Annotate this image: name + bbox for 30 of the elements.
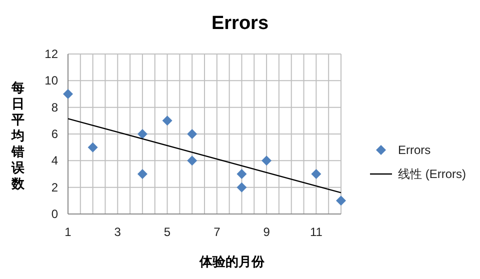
y-axis-title: 每日平均错误数 bbox=[10, 80, 26, 191]
x-tick-label: 1 bbox=[64, 225, 72, 239]
point bbox=[63, 89, 73, 99]
y-tick-label: 4 bbox=[51, 154, 58, 168]
legend-label: Errors bbox=[398, 143, 431, 157]
point bbox=[236, 169, 247, 179]
chart-title: Errors bbox=[211, 13, 269, 34]
point bbox=[262, 156, 272, 166]
point bbox=[137, 169, 148, 179]
y-tick-label: 0 bbox=[51, 207, 58, 221]
point bbox=[88, 142, 98, 152]
point bbox=[236, 182, 247, 192]
x-tick-label: 3 bbox=[114, 225, 122, 239]
y-tick-label: 6 bbox=[51, 127, 58, 141]
y-tick-label: 8 bbox=[51, 100, 58, 114]
x-tick-label: 9 bbox=[263, 225, 270, 239]
legend-label: 线性 (Errors) bbox=[398, 167, 466, 181]
point bbox=[187, 156, 198, 166]
point bbox=[137, 129, 148, 139]
point bbox=[336, 196, 346, 206]
point bbox=[311, 169, 322, 179]
y-tick-label: 2 bbox=[51, 180, 58, 194]
point bbox=[187, 129, 198, 139]
y-tick-label: 10 bbox=[44, 74, 58, 88]
x-tick-label: 7 bbox=[214, 225, 221, 239]
x-axis-title: 体验的月份 bbox=[198, 254, 266, 269]
x-tick-label: 5 bbox=[164, 225, 171, 239]
x-tick-label: 11 bbox=[310, 225, 323, 239]
y-tick-label: 12 bbox=[44, 47, 58, 61]
point bbox=[162, 116, 172, 126]
